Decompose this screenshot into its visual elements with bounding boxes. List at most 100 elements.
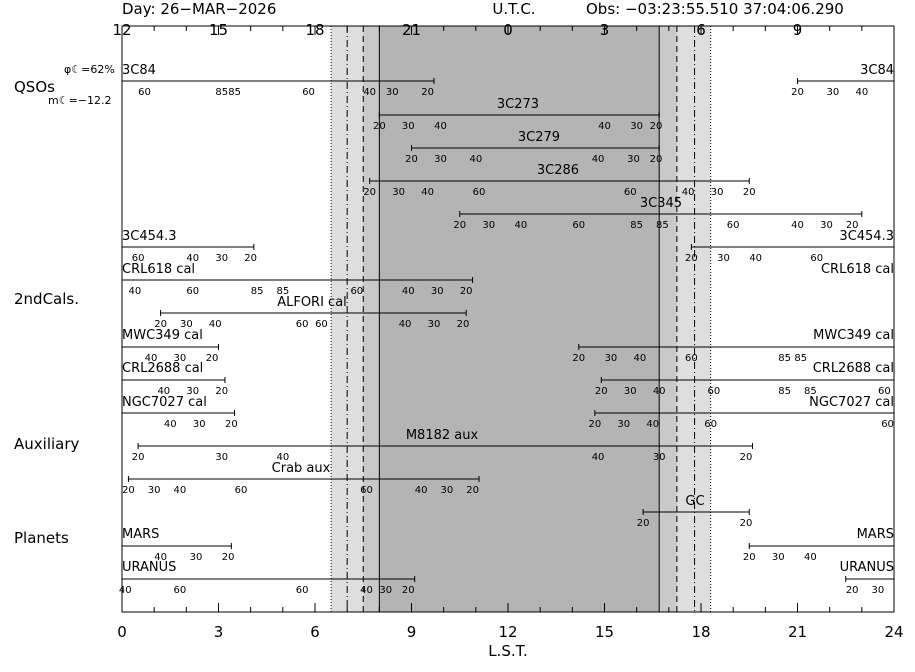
elevation-label: 40 [469,154,482,165]
source-row-crl618-cal: CRL618 cal CRL618 cal 40 60 85 85 60 40 30 20 [121,262,894,297]
source-name: CRL618 cal [122,262,195,277]
source-row-gc: GC 20 20 [637,494,753,529]
source-row-3c279: 3C279 20 30 40 40 30 20 [405,130,662,165]
elevation-label: 20 [791,87,804,98]
elevation-label: 40 [682,187,695,198]
elevation-label: 85 [630,220,643,231]
elevation-label: 30 [193,419,206,430]
elevation-label: 40 [791,220,804,231]
source-row-3c454-3: 3C454.3 3C454.3 60 40 30 20 20 30 40 60 [121,229,895,264]
elevation-label: 40 [145,353,158,364]
elevation-label: 20 [637,518,650,529]
elevation-label: 30 [617,419,630,430]
elevation-label: 40 [634,353,647,364]
source-row-mwc349-cal: MWC349 cal MWC349 cal 40 30 20 20 30 40 60 85 85 [121,328,895,364]
elevation-label: 60 [302,87,315,98]
elevation-label: 60 [235,485,248,496]
source-name: 3C84 [122,63,156,78]
elevation-label: 30 [190,552,203,563]
lst-tick-label: 9 [407,623,417,641]
elevation-label: 20 [132,452,145,463]
utc-tick-label: 15 [209,21,228,39]
elevation-label: 30 [402,121,415,132]
source-name-right: 3C84 [860,63,894,78]
source-name-right: NGC7027 cal [809,395,894,410]
source-row-3c84: 3C84 3C84 60 85 85 60 40 30 20 20 30 40 [121,63,895,98]
source-row-uranus: URANUS URANUS 40 60 60 40 30 20 20 30 [119,560,895,596]
group-label-auxiliary: Auxiliary [14,435,80,453]
elevation-label: 40 [421,187,434,198]
elevation-label: 85 [778,386,791,397]
elevation-label: 30 [379,585,392,596]
source-row-ngc7027-cal: NGC7027 cal NGC7027 cal 40 30 20 20 30 40 60 60 [121,395,895,430]
source-name: NGC7027 cal [122,395,207,410]
group-label-qsos: QSOs [14,78,55,96]
elevation-label: 60 [810,253,823,264]
lst-tick-label: 12 [498,623,517,641]
group-label-2ndcals: 2ndCals. [14,290,79,308]
elevation-label: 20 [225,419,238,430]
elevation-label: 85 [276,286,289,297]
source-name: CRL2688 cal [122,361,203,376]
elevation-label: 30 [386,87,399,98]
elevation-label: 30 [820,220,833,231]
elevation-label: 60 [350,286,363,297]
elevation-label: 60 [360,485,373,496]
elevation-label: 20 [650,154,663,165]
elevation-label: 20 [650,121,663,132]
source-row-alfori-cal: ALFORI cal 20 30 40 60 60 40 30 20 [154,295,469,330]
elevation-label: 30 [872,585,885,596]
utc-tick-label: 0 [503,21,513,39]
elevation-label: 30 [624,386,637,397]
elevation-label: 60 [878,386,891,397]
header-obs: Obs: −03:23:55.510 37:04:06.290 [586,0,844,18]
source-name: 3C273 [497,97,539,112]
elevation-label: 40 [276,452,289,463]
header-utc: U.T.C. [492,0,535,18]
utc-tick-label: 6 [696,21,706,39]
elevation-label: 85 [804,386,817,397]
elevation-label: 30 [431,286,444,297]
elevation-label: 20 [588,419,601,430]
elevation-label: 60 [315,319,328,330]
elevation-label: 20 [215,386,228,397]
utc-tick-label: 21 [402,21,421,39]
elevation-label: 40 [363,87,376,98]
elevation-label: 20 [363,187,376,198]
elevation-label: 85 [215,87,228,98]
elevation-label: 20 [222,552,235,563]
elevation-label: 20 [457,319,470,330]
source-name: GC [685,494,704,509]
source-name: 3C279 [518,130,560,145]
elevation-label: 30 [827,87,840,98]
x-axis-label: L.S.T. [488,642,528,660]
elevation-label: 30 [711,187,724,198]
night-band-dark [379,26,660,612]
elevation-label: 60 [296,319,309,330]
elevation-label: 20 [373,121,386,132]
source-name: MARS [122,527,159,542]
elevation-label: 60 [296,585,309,596]
elevation-label: 85 [794,353,807,364]
source-name-right: MWC349 cal [813,328,894,343]
source-name: URANUS [122,560,176,575]
elevation-label: 20 [572,353,585,364]
moon-mag: m☾=−12.2 [48,94,112,107]
source-name: 3C454.3 [122,229,177,244]
lst-tick-label: 18 [691,623,710,641]
lst-tick-label: 6 [310,623,320,641]
elevation-label: 20 [402,585,415,596]
utc-tick-label: 12 [112,21,131,39]
elevation-label: 40 [434,121,447,132]
utc-tick-label: 9 [793,21,803,39]
elevation-label: 40 [514,220,527,231]
elevation-label: 30 [772,552,785,563]
elevation-label: 40 [128,286,141,297]
elevation-label: 40 [402,286,415,297]
elevation-label: 20 [244,253,257,264]
elevation-label: 30 [627,154,640,165]
elevation-label: 85 [228,87,241,98]
source-name-right: CRL618 cal [821,262,894,277]
elevation-label: 30 [186,386,199,397]
elevation-label: 40 [653,386,666,397]
